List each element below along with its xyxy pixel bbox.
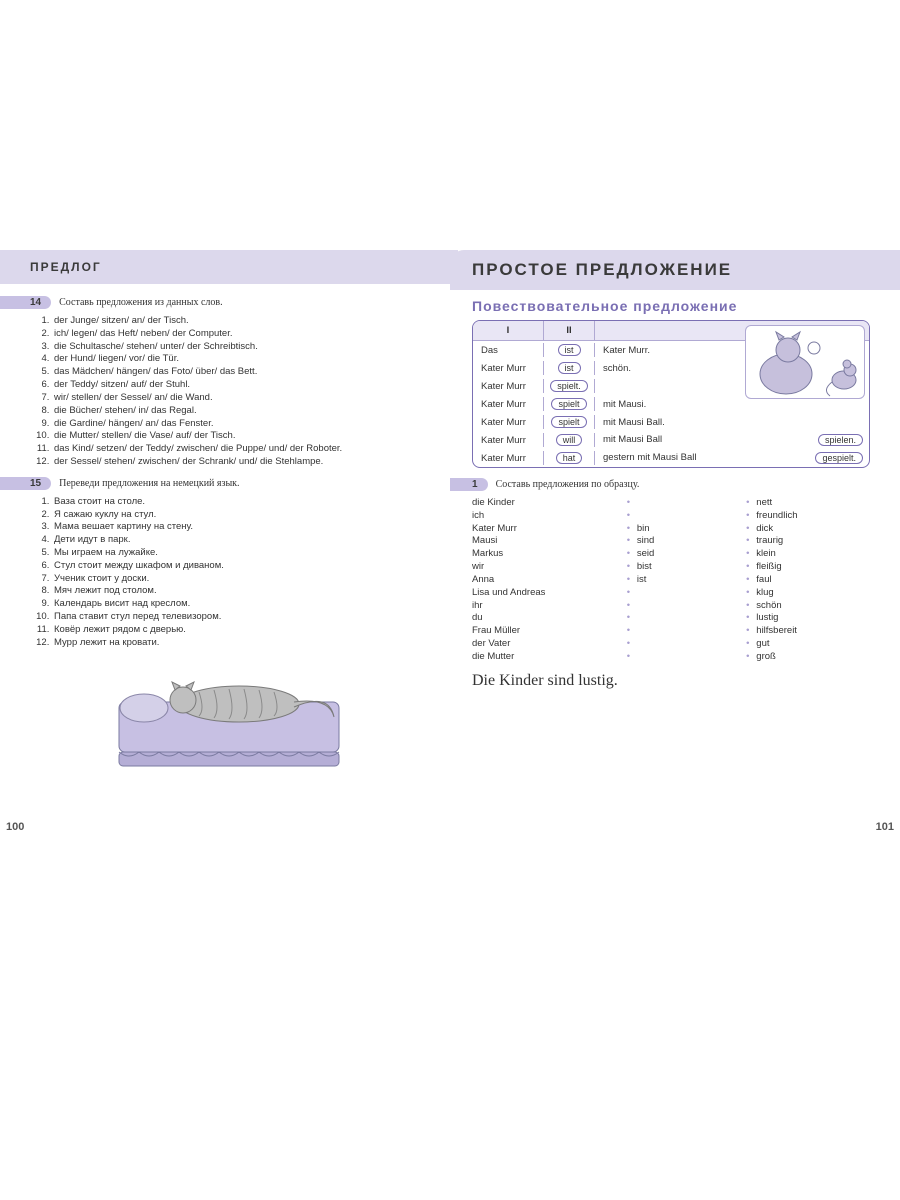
left-header: ПРЕДЛОГ — [0, 260, 458, 274]
verb-oval: hat — [556, 452, 583, 464]
verb-oval: will — [556, 434, 583, 446]
list-item: Дети идут в парк. — [52, 534, 428, 547]
exercise-1-columns: die KinderichKater MurrMausiMarkuswirAnn… — [472, 497, 870, 664]
exercise-15-num: 15 — [0, 477, 51, 490]
table-row: Kater Murrspieltmit Mausi Ball. — [473, 413, 869, 431]
verb-oval: spielen. — [818, 434, 863, 446]
list-item: das Mädchen/ hängen/ das Foto/ über/ das… — [52, 366, 428, 379]
exercise-15-list: Ваза стоит на столе.Я сажаю куклу на сту… — [52, 496, 428, 650]
exercise-14-num: 14 — [0, 296, 51, 309]
header-band-right: ПРОСТОЕ ПРЕДЛОЖЕНИЕ — [450, 250, 900, 290]
table-row: Kater Murrwillmit Mausi Ballspielen. — [473, 431, 869, 449]
exercise-1-example: Die Kinder sind lustig. — [472, 672, 870, 690]
list-item: Календарь висит над креслом. — [52, 598, 428, 611]
sentence-table: I II DasistKater Murr.Kater Murristschön… — [472, 320, 870, 468]
exercise-15-bar: 15 Переведи предложения на немецкий язык… — [0, 477, 428, 490]
header-band-left: ПРЕДЛОГ — [0, 250, 458, 284]
left-page-number: 100 — [6, 821, 24, 833]
bed-illustration — [30, 662, 428, 785]
cat-mouse-illustration — [745, 325, 865, 399]
list-item: Ваза стоит на столе. — [52, 496, 428, 509]
list-item: Ковёр лежит рядом с дверью. — [52, 624, 428, 637]
exercise-14-bar: 14 Составь предложения из данных слов. — [0, 296, 428, 309]
list-item: der Teddy/ sitzen/ auf/ der Stuhl. — [52, 379, 428, 392]
table-row: Kater Murrhatgestern mit Mausi Ballgespi… — [473, 449, 869, 467]
table-col-1: I — [473, 321, 543, 340]
list-item: das Kind/ setzen/ der Teddy/ zwischen/ d… — [52, 443, 428, 456]
list-item: die Gardine/ hängen/ an/ das Fenster. — [52, 418, 428, 431]
table-col-2: II — [543, 321, 595, 340]
list-item: Папа ставит стул перед телевизором. — [52, 611, 428, 624]
list-item: Мы играем на лужайке. — [52, 547, 428, 560]
right-page-number: 101 — [876, 821, 894, 833]
verb-oval: spielt. — [550, 380, 588, 392]
list-item: ich/ legen/ das Heft/ neben/ der Compute… — [52, 328, 428, 341]
exercise-1-title: Составь предложения по образцу. — [488, 479, 640, 490]
list-item: Ученик стоит у доски. — [52, 573, 428, 586]
section-title: Повествовательное предложение — [472, 298, 870, 314]
list-item: der Sessel/ stehen/ zwischen/ der Schran… — [52, 456, 428, 469]
list-item: Мяч лежит под столом. — [52, 585, 428, 598]
list-item: Мама вешает картину на стену. — [52, 521, 428, 534]
verb-oval: spielt — [551, 398, 586, 410]
exercise-14-title: Составь предложения из данных слов. — [51, 297, 222, 308]
page-left: ПРЕДЛОГ 14 Составь предложения из данных… — [0, 250, 450, 785]
exercise-15-title: Переведи предложения на немецкий язык. — [51, 478, 239, 489]
verb-oval: ist — [558, 344, 581, 356]
list-item: Стул стоит между шкафом и диваном. — [52, 560, 428, 573]
list-item: die Schultasche/ stehen/ unter/ der Schr… — [52, 341, 428, 354]
list-item: der Hund/ liegen/ vor/ die Tür. — [52, 353, 428, 366]
verb-oval: ist — [558, 362, 581, 374]
list-item: Я сажаю куклу на стул. — [52, 509, 428, 522]
exercise-14-list: der Junge/ sitzen/ an/ der Tisch.ich/ le… — [52, 315, 428, 469]
list-item: Мурр лежит на кровати. — [52, 637, 428, 650]
exercise-1-num: 1 — [450, 478, 488, 491]
right-header: ПРОСТОЕ ПРЕДЛОЖЕНИЕ — [450, 260, 900, 280]
list-item: die Bücher/ stehen/ in/ das Regal. — [52, 405, 428, 418]
list-item: die Mutter/ stellen/ die Vase/ auf/ der … — [52, 430, 428, 443]
list-item: wir/ stellen/ der Sessel/ an/ die Wand. — [52, 392, 428, 405]
verb-oval: gespielt. — [815, 452, 863, 464]
exercise-1-bar: 1 Составь предложения по образцу. — [450, 478, 870, 491]
list-item: der Junge/ sitzen/ an/ der Tisch. — [52, 315, 428, 328]
verb-oval: spielt — [551, 416, 586, 428]
page-right: ПРОСТОЕ ПРЕДЛОЖЕНИЕ Повествовательное пр… — [450, 250, 900, 785]
